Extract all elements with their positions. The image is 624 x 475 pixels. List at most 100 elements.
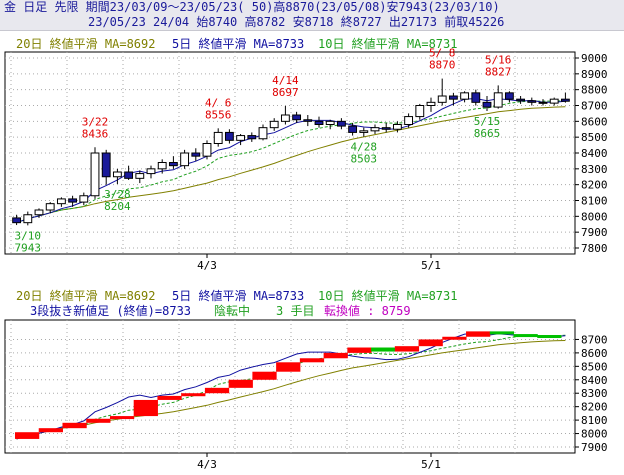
- header-summary: 金 日足 先限 期間23/03/09～23/05/23( 50)高8870(23…: [4, 0, 500, 14]
- candle-body: [101, 152, 111, 178]
- candle-body: [482, 101, 492, 108]
- brick-up: [299, 358, 325, 363]
- y-tick-label: 7900: [581, 226, 608, 239]
- candle: [191, 148, 201, 161]
- candle-body: [437, 95, 447, 103]
- annotation-value: 8503: [351, 153, 378, 166]
- candle: [437, 78, 447, 106]
- candle: [538, 99, 548, 106]
- candle: [146, 165, 156, 179]
- candle-body: [493, 92, 503, 108]
- annotation-value: 8827: [485, 65, 512, 78]
- header-latest-bar: 23/05/23 24/04 始8740 高8782 安8718 終8727 出…: [88, 15, 505, 29]
- annotation-date: 3/22: [82, 115, 109, 128]
- candle: [157, 159, 167, 174]
- candle: [236, 134, 246, 146]
- y-tick-label: 8600: [581, 347, 608, 360]
- chart-header-line2: 23/05/23 24/04 始8740 高8782 安8718 終8727 出…: [0, 15, 624, 31]
- candle: [415, 103, 425, 120]
- annotation-date: 4/28: [351, 141, 378, 154]
- candle: [56, 197, 66, 207]
- annotation-value: 8665: [474, 127, 501, 140]
- candle: [348, 122, 358, 136]
- candle: [493, 85, 503, 109]
- candle: [68, 195, 78, 207]
- candle-body: [460, 92, 470, 100]
- candle-body: [325, 120, 335, 126]
- brick-up: [228, 379, 253, 388]
- three-line-break-value: 3段抜き新値足 (終値)=8733: [30, 304, 192, 318]
- step-count: 3 手目: [276, 304, 315, 318]
- y-tick-label: 8700: [581, 333, 608, 346]
- candle: [504, 91, 514, 103]
- candle: [12, 214, 22, 226]
- three-line-break-grid: [5, 320, 575, 453]
- brick-up: [38, 428, 63, 433]
- candle-body: [560, 98, 570, 102]
- candle-body: [224, 131, 234, 141]
- y-tick-label: 8000: [581, 428, 608, 441]
- x-tick-label: 5/1: [421, 458, 441, 471]
- candle: [79, 192, 89, 206]
- candle-body: [280, 114, 290, 122]
- brick-up: [181, 393, 206, 397]
- candle-body: [471, 92, 481, 103]
- candle: [359, 127, 369, 137]
- y-tick-label: 9000: [581, 52, 608, 65]
- candlestick-x-labels: 4/3 5/1: [197, 254, 441, 272]
- candle-body: [180, 152, 190, 167]
- candle: [314, 116, 324, 128]
- annotation-date: 4/ 6: [205, 96, 232, 109]
- candle-body: [168, 162, 178, 167]
- candle-body: [426, 101, 436, 107]
- candle: [381, 122, 391, 133]
- candle-body: [303, 119, 313, 122]
- candle: [560, 92, 570, 103]
- ma20-line: [16, 106, 566, 224]
- brick-up: [442, 336, 467, 340]
- candle-body: [23, 214, 33, 224]
- candle-body: [269, 120, 279, 129]
- candle: [482, 96, 492, 112]
- candle-body: [549, 98, 559, 104]
- legend-ma10-top: 10日 終値平滑 MA=8731: [318, 37, 458, 51]
- candlestick-y-ticks: 9000 8900 8800 8700 8600 8500 8400 8300 8200 8100…: [575, 52, 608, 255]
- candle: [258, 124, 268, 141]
- candle-body: [112, 171, 122, 178]
- brick-up: [133, 399, 158, 417]
- y-tick-label: 8500: [581, 360, 608, 373]
- y-tick-label: 8200: [581, 179, 608, 192]
- candle-body: [404, 116, 414, 126]
- brick-up: [62, 422, 87, 429]
- y-tick-label: 8600: [581, 115, 608, 128]
- candle-body: [191, 152, 201, 157]
- candle-body: [202, 143, 212, 157]
- candle: [404, 113, 414, 128]
- candle: [124, 165, 134, 180]
- candle-body: [146, 168, 156, 175]
- brick-up: [252, 371, 277, 380]
- legend-ma20-bottom: 20日 終値平滑 MA=8692: [16, 289, 156, 303]
- reversal-value: 転換値 : 8759: [324, 304, 411, 318]
- y-tick-label: 8300: [581, 387, 608, 400]
- candle: [45, 202, 55, 214]
- candle-body: [448, 95, 458, 100]
- candle: [224, 129, 234, 144]
- candle-body: [538, 101, 548, 104]
- candle: [280, 105, 290, 125]
- annotation-date: 5/ 8: [429, 47, 456, 60]
- brick-up: [86, 418, 111, 423]
- legend-ma20-top: 20日 終値平滑 MA=8692: [16, 37, 156, 51]
- candle: [426, 97, 436, 112]
- candle: [471, 89, 481, 106]
- candle: [549, 97, 559, 106]
- candle: [460, 91, 470, 103]
- annotation-value: 8697: [272, 86, 299, 99]
- brick-up: [204, 387, 230, 394]
- y-tick-label: 8100: [581, 414, 608, 427]
- y-tick-label: 7800: [581, 242, 608, 255]
- candle: [90, 147, 100, 199]
- brick-up: [347, 347, 372, 353]
- candle-body: [392, 124, 402, 130]
